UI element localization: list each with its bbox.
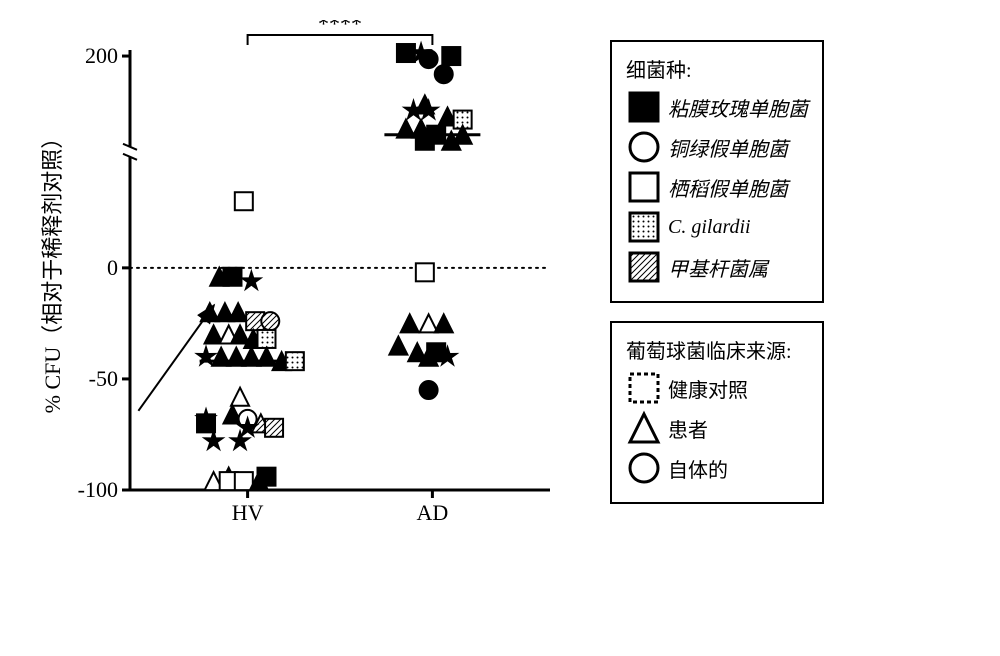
legend-marker-icon (626, 169, 662, 205)
svg-text:****: **** (318, 20, 362, 36)
legend-marker-icon (626, 89, 662, 125)
legend-marker-icon (626, 249, 662, 285)
chart-container: -100 -50 0 200 HV AD % CFU（相对于稀释剂对照） **** (20, 20, 580, 545)
scatter-chart: -100 -50 0 200 HV AD % CFU（相对于稀释剂对照） **** (20, 20, 580, 540)
svg-text:200: 200 (85, 43, 118, 68)
legend-marker-icon (626, 410, 662, 446)
legend-label: 自体的 (668, 454, 728, 483)
legend-marker-icon (626, 370, 662, 406)
legend-label: C. gilardii (668, 216, 751, 239)
legend-item: C. gilardii (626, 209, 808, 245)
svg-text:0: 0 (107, 255, 118, 280)
legend-source-title: 葡萄球菌临床来源: (626, 335, 808, 364)
legend-marker-icon (626, 129, 662, 165)
svg-text:AD: AD (417, 500, 449, 525)
legend-label: 健康对照 (668, 374, 748, 403)
legend-source: 葡萄球菌临床来源: 健康对照患者自体的 (610, 321, 824, 504)
legend-marker-icon (626, 209, 662, 245)
legend-label: 患者 (668, 414, 708, 443)
legend-label: 甲基杆菌属 (668, 253, 768, 282)
legend-label: 铜绿假单胞菌 (668, 133, 788, 162)
legend-item: 健康对照 (626, 370, 808, 406)
legend-species: 细菌种: 粘膜玫瑰单胞菌铜绿假单胞菌栖稻假单胞菌 C. gilardii 甲基杆菌属 (610, 40, 824, 303)
svg-text:HV: HV (232, 500, 264, 525)
legend-item: 自体的 (626, 450, 808, 486)
legend-item: 栖稻假单胞菌 (626, 169, 808, 205)
svg-text:-50: -50 (89, 366, 118, 391)
svg-text:% CFU（相对于稀释剂对照）: % CFU（相对于稀释剂对照） (40, 127, 65, 414)
svg-text:-100: -100 (78, 477, 118, 502)
legend-item: 患者 (626, 410, 808, 446)
legend-item: 粘膜玫瑰单胞菌 (626, 89, 808, 125)
legend-item: 甲基杆菌属 (626, 249, 808, 285)
legend-label: 栖稻假单胞菌 (668, 173, 788, 202)
legend-species-title: 细菌种: (626, 54, 808, 83)
legend-marker-icon (626, 450, 662, 486)
legend-container: 细菌种: 粘膜玫瑰单胞菌铜绿假单胞菌栖稻假单胞菌 C. gilardii 甲基杆菌属… (610, 40, 824, 522)
legend-label: 粘膜玫瑰单胞菌 (668, 93, 808, 122)
legend-item: 铜绿假单胞菌 (626, 129, 808, 165)
